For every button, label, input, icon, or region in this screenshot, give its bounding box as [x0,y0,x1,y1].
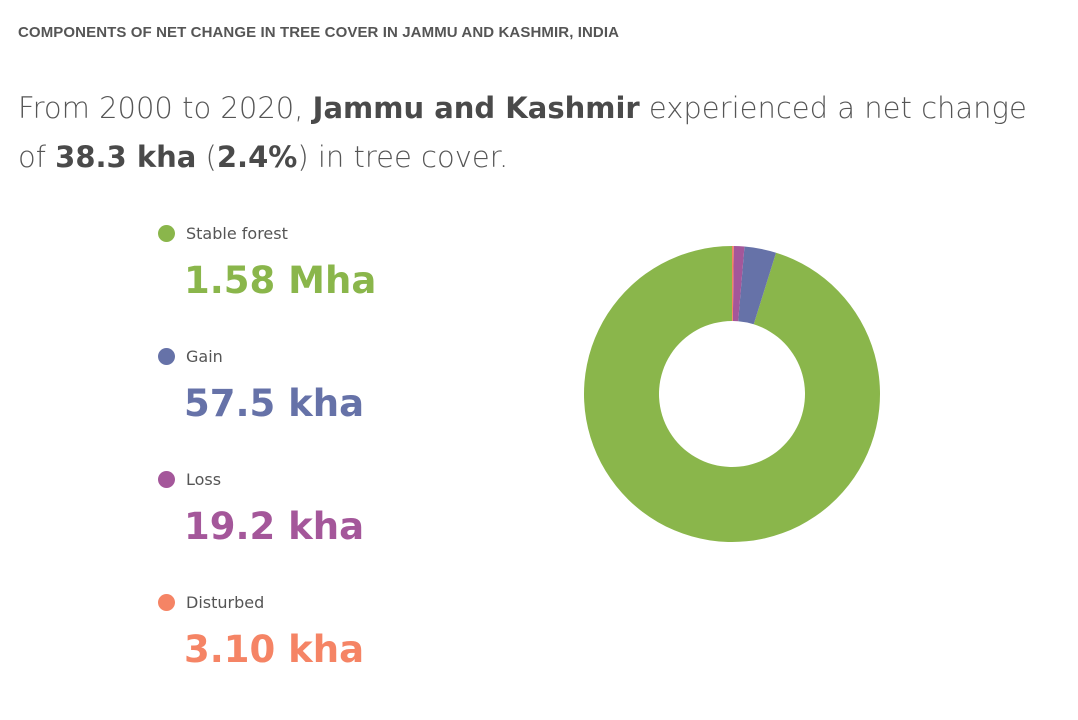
legend-row: Stable forest [158,221,538,245]
region-name: Jammu and Kashmir [312,91,640,125]
net-change-percent: 2.4% [216,140,298,174]
widget-title: COMPONENTS OF NET CHANGE IN TREE COVER I… [18,24,620,41]
net-change-value: 38.3 kha [55,140,197,174]
legend-item-disturbed: Disturbed 3.10 kha [158,590,538,713]
legend-item-gain: Gain 57.5 kha [158,344,538,467]
legend-value-gain: 57.5 kha [184,382,365,425]
donut-slice-loss [732,246,745,322]
summary-sentence: From 2000 to 2020, Jammu and Kashmir exp… [18,84,1048,182]
sentence-text-2: experienced a net change of [18,91,1027,174]
legend-label-loss: Loss [186,469,222,489]
legend-dot-stable-forest [158,224,175,242]
legend-value-loss: 19.2 kha [184,505,365,548]
legend-dot-disturbed [158,593,175,611]
legend-item-stable-forest: Stable forest 1.58 Mha [158,221,538,344]
legend-value-stable-forest: 1.58 Mha [184,259,377,302]
donut-chart-svg [584,246,880,542]
chart-legend: Stable forest 1.58 Mha Gain 57.5 kha Los… [158,221,538,713]
legend-item-loss: Loss 19.2 kha [158,467,538,590]
legend-value-disturbed: 3.10 kha [184,628,365,671]
legend-row: Loss [158,467,538,491]
legend-label-disturbed: Disturbed [186,592,265,612]
legend-row: Gain [158,344,538,368]
sentence-text-4: ) in tree cover. [297,140,509,174]
donut-chart [583,245,881,543]
sentence-text-3: ( [196,140,217,174]
donut-slice-disturbed [732,246,734,322]
legend-label-gain: Gain [186,346,223,366]
legend-dot-loss [158,470,175,488]
donut-slice-gain [738,246,777,325]
legend-row: Disturbed [158,590,538,614]
legend-dot-gain [158,347,175,365]
legend-label-stable-forest: Stable forest [186,223,288,243]
donut-slice-stable-forest [584,246,880,542]
sentence-text-1: From 2000 to 2020, [18,91,313,125]
